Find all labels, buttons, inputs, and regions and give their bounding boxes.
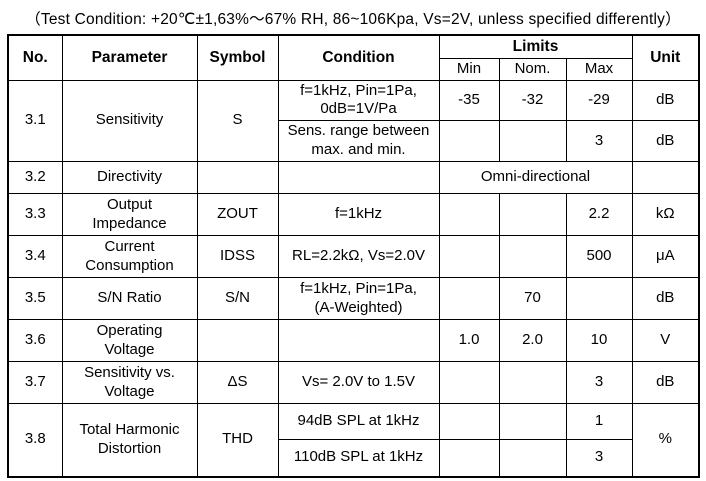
r34-nom (498, 235, 567, 278)
r31a-max: -29 (565, 79, 633, 121)
r31b-condition: Sens. range between max. and min. (277, 120, 440, 162)
r34-condition: RL=2.2kΩ, Vs=2.0V (277, 235, 440, 278)
r34-symbol: IDSS (196, 235, 279, 278)
r31a-condition: f=1kHz, Pin=1Pa, 0dB=1V/Pa (277, 79, 440, 121)
r35-condition: f=1kHz, Pin=1Pa, (A-Weighted) (277, 277, 440, 320)
r38-parameter: Total Harmonic Distortion (61, 403, 198, 477)
r34-no: 3.4 (7, 235, 63, 278)
r35-min (438, 277, 500, 320)
r33-nom (498, 193, 567, 236)
r32-symbol (196, 161, 279, 194)
r33-condition: f=1kHz (277, 193, 440, 236)
r32-unit (631, 161, 700, 194)
r31b-unit: dB (631, 120, 700, 162)
r38a-nom (498, 403, 567, 440)
r36-symbol (196, 319, 279, 362)
r38b-max: 3 (565, 439, 633, 477)
r31b-nom (498, 120, 567, 162)
r36-parameter: Operating Voltage (61, 319, 198, 362)
r38a-min (438, 403, 500, 440)
r37-symbol: ΔS (196, 361, 279, 404)
spec-table: No. Parameter Symbol Condition Limits Un… (7, 34, 701, 478)
r31b-min (438, 120, 500, 162)
r33-no: 3.3 (7, 193, 63, 236)
r35-parameter: S/N Ratio (61, 277, 198, 320)
header-row-2: Min Nom. Max (8, 57, 699, 81)
r36-nom: 2.0 (498, 319, 567, 362)
header-symbol: Symbol (196, 34, 279, 81)
r31a-unit: dB (631, 79, 700, 121)
r35-no: 3.5 (7, 277, 63, 320)
r37-parameter: Sensitivity vs. Voltage (61, 361, 198, 404)
r32-condition (277, 161, 440, 194)
r36-min: 1.0 (438, 319, 500, 362)
r37-nom (498, 361, 567, 404)
r37-no: 3.7 (7, 361, 63, 404)
r37-unit: dB (631, 361, 700, 404)
table-row: 3.2 Directivity Omni-directional (7, 161, 700, 194)
table-row: 3.6 Operating Voltage 1.0 2.0 10 V (7, 319, 700, 362)
r31-parameter: Sensitivity (61, 79, 198, 162)
r31-no: 3.1 (7, 79, 63, 162)
r35-nom: 70 (498, 277, 567, 320)
header-parameter: Parameter (61, 34, 198, 81)
header-limits-min: Min (438, 57, 500, 81)
r36-unit: V (631, 319, 700, 362)
header-limits-max: Max (565, 57, 633, 81)
r36-no: 3.6 (7, 319, 63, 362)
r38-no: 3.8 (7, 403, 63, 477)
r37-condition: Vs= 2.0V to 1.5V (277, 361, 440, 404)
r32-parameter: Directivity (61, 161, 198, 194)
table-row: 3.1 Sensitivity S f=1kHz, Pin=1Pa, 0dB=1… (7, 79, 700, 162)
r31a-nom: -32 (498, 79, 567, 121)
r33-unit: kΩ (631, 193, 700, 236)
header-limits-nom: Nom. (498, 57, 567, 81)
table-row: 3.8 Total Harmonic Distortion THD 94dB S… (7, 403, 700, 477)
r34-parameter: Current Consumption (61, 235, 198, 278)
r35-max (565, 277, 633, 320)
r35-symbol: S/N (196, 277, 279, 320)
table-row: 3.5 S/N Ratio S/N f=1kHz, Pin=1Pa, (A-We… (7, 277, 700, 320)
r32-no: 3.2 (7, 161, 63, 194)
r38b-condition: 110dB SPL at 1kHz (277, 439, 440, 477)
table-row: 3.3 Output Impedance ZOUT f=1kHz 2.2 kΩ (7, 193, 700, 236)
r38a-max: 1 (565, 403, 633, 440)
r33-parameter: Output Impedance (61, 193, 198, 236)
r34-max: 500 (565, 235, 633, 278)
r36-max: 10 (565, 319, 633, 362)
header-unit: Unit (631, 34, 700, 81)
table-row: 3.4 Current Consumption IDSS RL=2.2kΩ, V… (7, 235, 700, 278)
r31-symbol: S (196, 79, 279, 162)
header-row-1: No. Parameter Symbol Condition Limits Un… (7, 34, 700, 81)
r37-min (438, 361, 500, 404)
r31b-max: 3 (565, 120, 633, 162)
r38-unit: % (631, 403, 700, 477)
r38-symbol: THD (196, 403, 279, 477)
r38a-condition: 94dB SPL at 1kHz (277, 403, 440, 440)
header-limits: Limits (438, 34, 633, 59)
header-no: No. (7, 34, 63, 81)
test-condition-note: （Test Condition: +20℃±1,63%～67% RH, 86~1… (25, 11, 681, 28)
table-row: 3.7 Sensitivity vs. Voltage ΔS Vs= 2.0V … (7, 361, 700, 404)
r38b-nom (498, 439, 567, 477)
r35-unit: dB (631, 277, 700, 320)
r34-unit: μA (631, 235, 700, 278)
table-row: 110dB SPL at 1kHz 3 (8, 439, 699, 477)
r34-min (438, 235, 500, 278)
r33-max: 2.2 (565, 193, 633, 236)
r36-condition (277, 319, 440, 362)
r33-min (438, 193, 500, 236)
header-condition: Condition (277, 34, 440, 81)
r33-symbol: ZOUT (196, 193, 279, 236)
r37-max: 3 (565, 361, 633, 404)
r32-limits-merged: Omni-directional (438, 161, 633, 194)
r31a-min: -35 (438, 79, 500, 121)
r38b-min (438, 439, 500, 477)
